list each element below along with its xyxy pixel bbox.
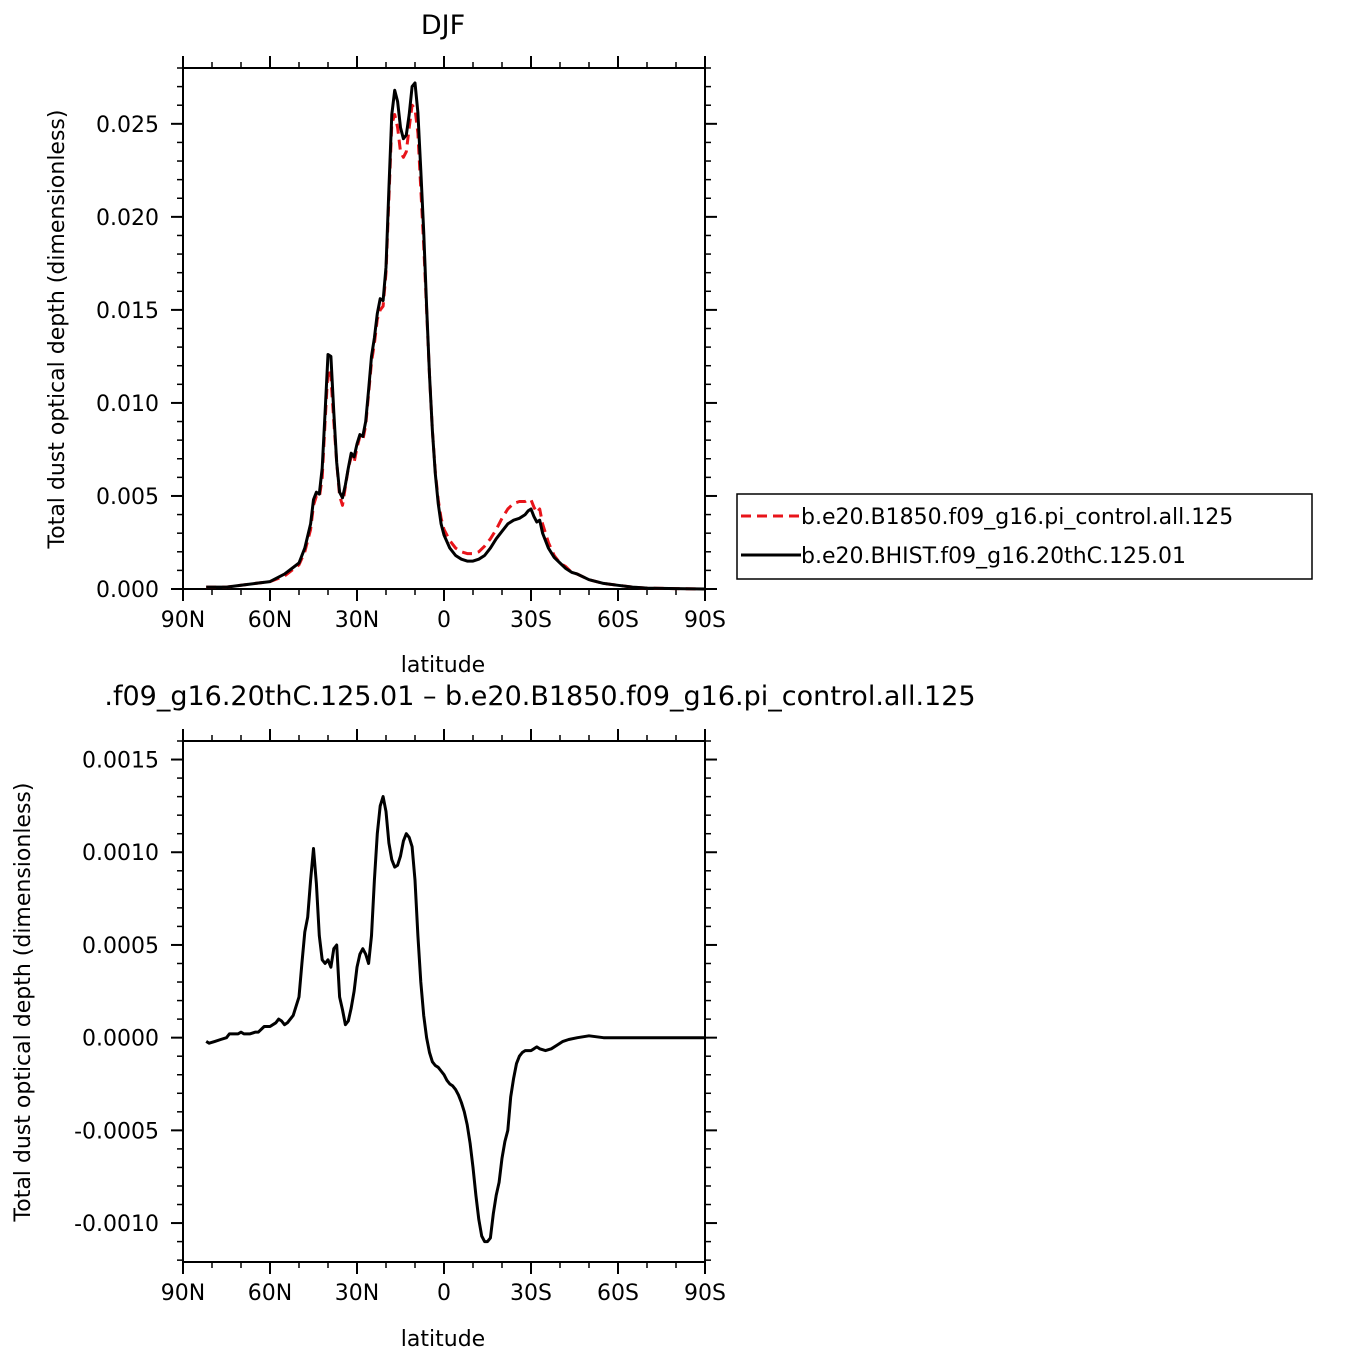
x-tick-label: 90S [684, 608, 726, 633]
panel-top: DJF 90N 60N 30N 0 30S 60S 90S 0.0000.0050.0100… [45, 10, 1313, 678]
y-axis: -0.0010 -0.0005 0.0000 0.0005 0.0010 0.0015 [74, 749, 717, 1237]
x-tick-label: 0 [437, 1281, 451, 1306]
y-tick-label: 0.025 [96, 113, 159, 138]
x-axis-title: latitude [401, 653, 485, 678]
y-axis-title: Total dust optical depth (dimensionless) [45, 110, 70, 550]
plot-frame [182, 740, 706, 1263]
legend-label-hist: b.e20.BHIST.f09_g16.20thC.125.01 [801, 544, 1186, 569]
series-lines [205, 795, 705, 1244]
series-line-1 [206, 81, 706, 591]
plot-frame [182, 67, 706, 590]
y-tick-label: 0.0010 [82, 841, 159, 866]
x-tick-label: 30N [335, 1281, 379, 1306]
x-axis: 90N 60N 30N 0 30S 60S 90S [161, 729, 726, 1306]
y-axis: 0.000 0.005 0.010 0.015 0.020 0.025 [96, 113, 717, 603]
series-lines [206, 81, 706, 591]
legend-label-pi-control: b.e20.B1850.f09_g16.pi_control.all.125 [801, 505, 1233, 530]
x-axis: 90N 60N 30N 0 30S 60S 90S [161, 56, 726, 633]
x-axis-title: latitude [401, 1327, 485, 1352]
series-line-0 [206, 103, 706, 591]
y-tick-label: 0.000 [96, 578, 159, 603]
y-axis-title: Total dust optical depth (dimensionless) [11, 783, 36, 1223]
x-tick-label: 60N [248, 1281, 292, 1306]
series-line-0 [205, 795, 705, 1244]
y-tick-label: 0.0005 [82, 934, 159, 959]
y-tick-label: 0.020 [96, 206, 159, 231]
x-tick-label: 90N [161, 1281, 205, 1306]
y-tick-label: 0.0000 [82, 1027, 159, 1052]
y-tick-label: -0.0010 [74, 1212, 159, 1237]
y-tick-label: 0.0015 [82, 749, 159, 774]
y-tick-label: 0.015 [96, 299, 159, 324]
x-tick-label: 60S [597, 1281, 639, 1306]
x-tick-label: 60N [248, 608, 292, 633]
y-tick-label: -0.0005 [74, 1119, 159, 1144]
x-tick-label: 90N [161, 608, 205, 633]
chart-title: DJF [421, 10, 465, 41]
minor-ticks [177, 62, 711, 595]
minor-ticks [177, 735, 711, 1268]
legend-box [736, 493, 1313, 580]
x-tick-label: 0 [437, 608, 451, 633]
x-tick-label: 30S [510, 1281, 552, 1306]
panel-bottom: .f09_g16.20thC.125.01 – b.e20.B1850.f09_… [11, 681, 976, 1352]
y-tick-label: 0.005 [96, 485, 159, 510]
legend: b.e20.B1850.f09_g16.pi_control.all.125 b… [736, 493, 1313, 580]
y-tick-label: 0.010 [96, 392, 159, 417]
x-tick-label: 60S [597, 608, 639, 633]
x-tick-label: 90S [684, 1281, 726, 1306]
x-tick-label: 30S [510, 608, 552, 633]
chart-title-difference: .f09_g16.20thC.125.01 – b.e20.B1850.f09_… [104, 681, 975, 712]
x-tick-label: 30N [335, 608, 379, 633]
